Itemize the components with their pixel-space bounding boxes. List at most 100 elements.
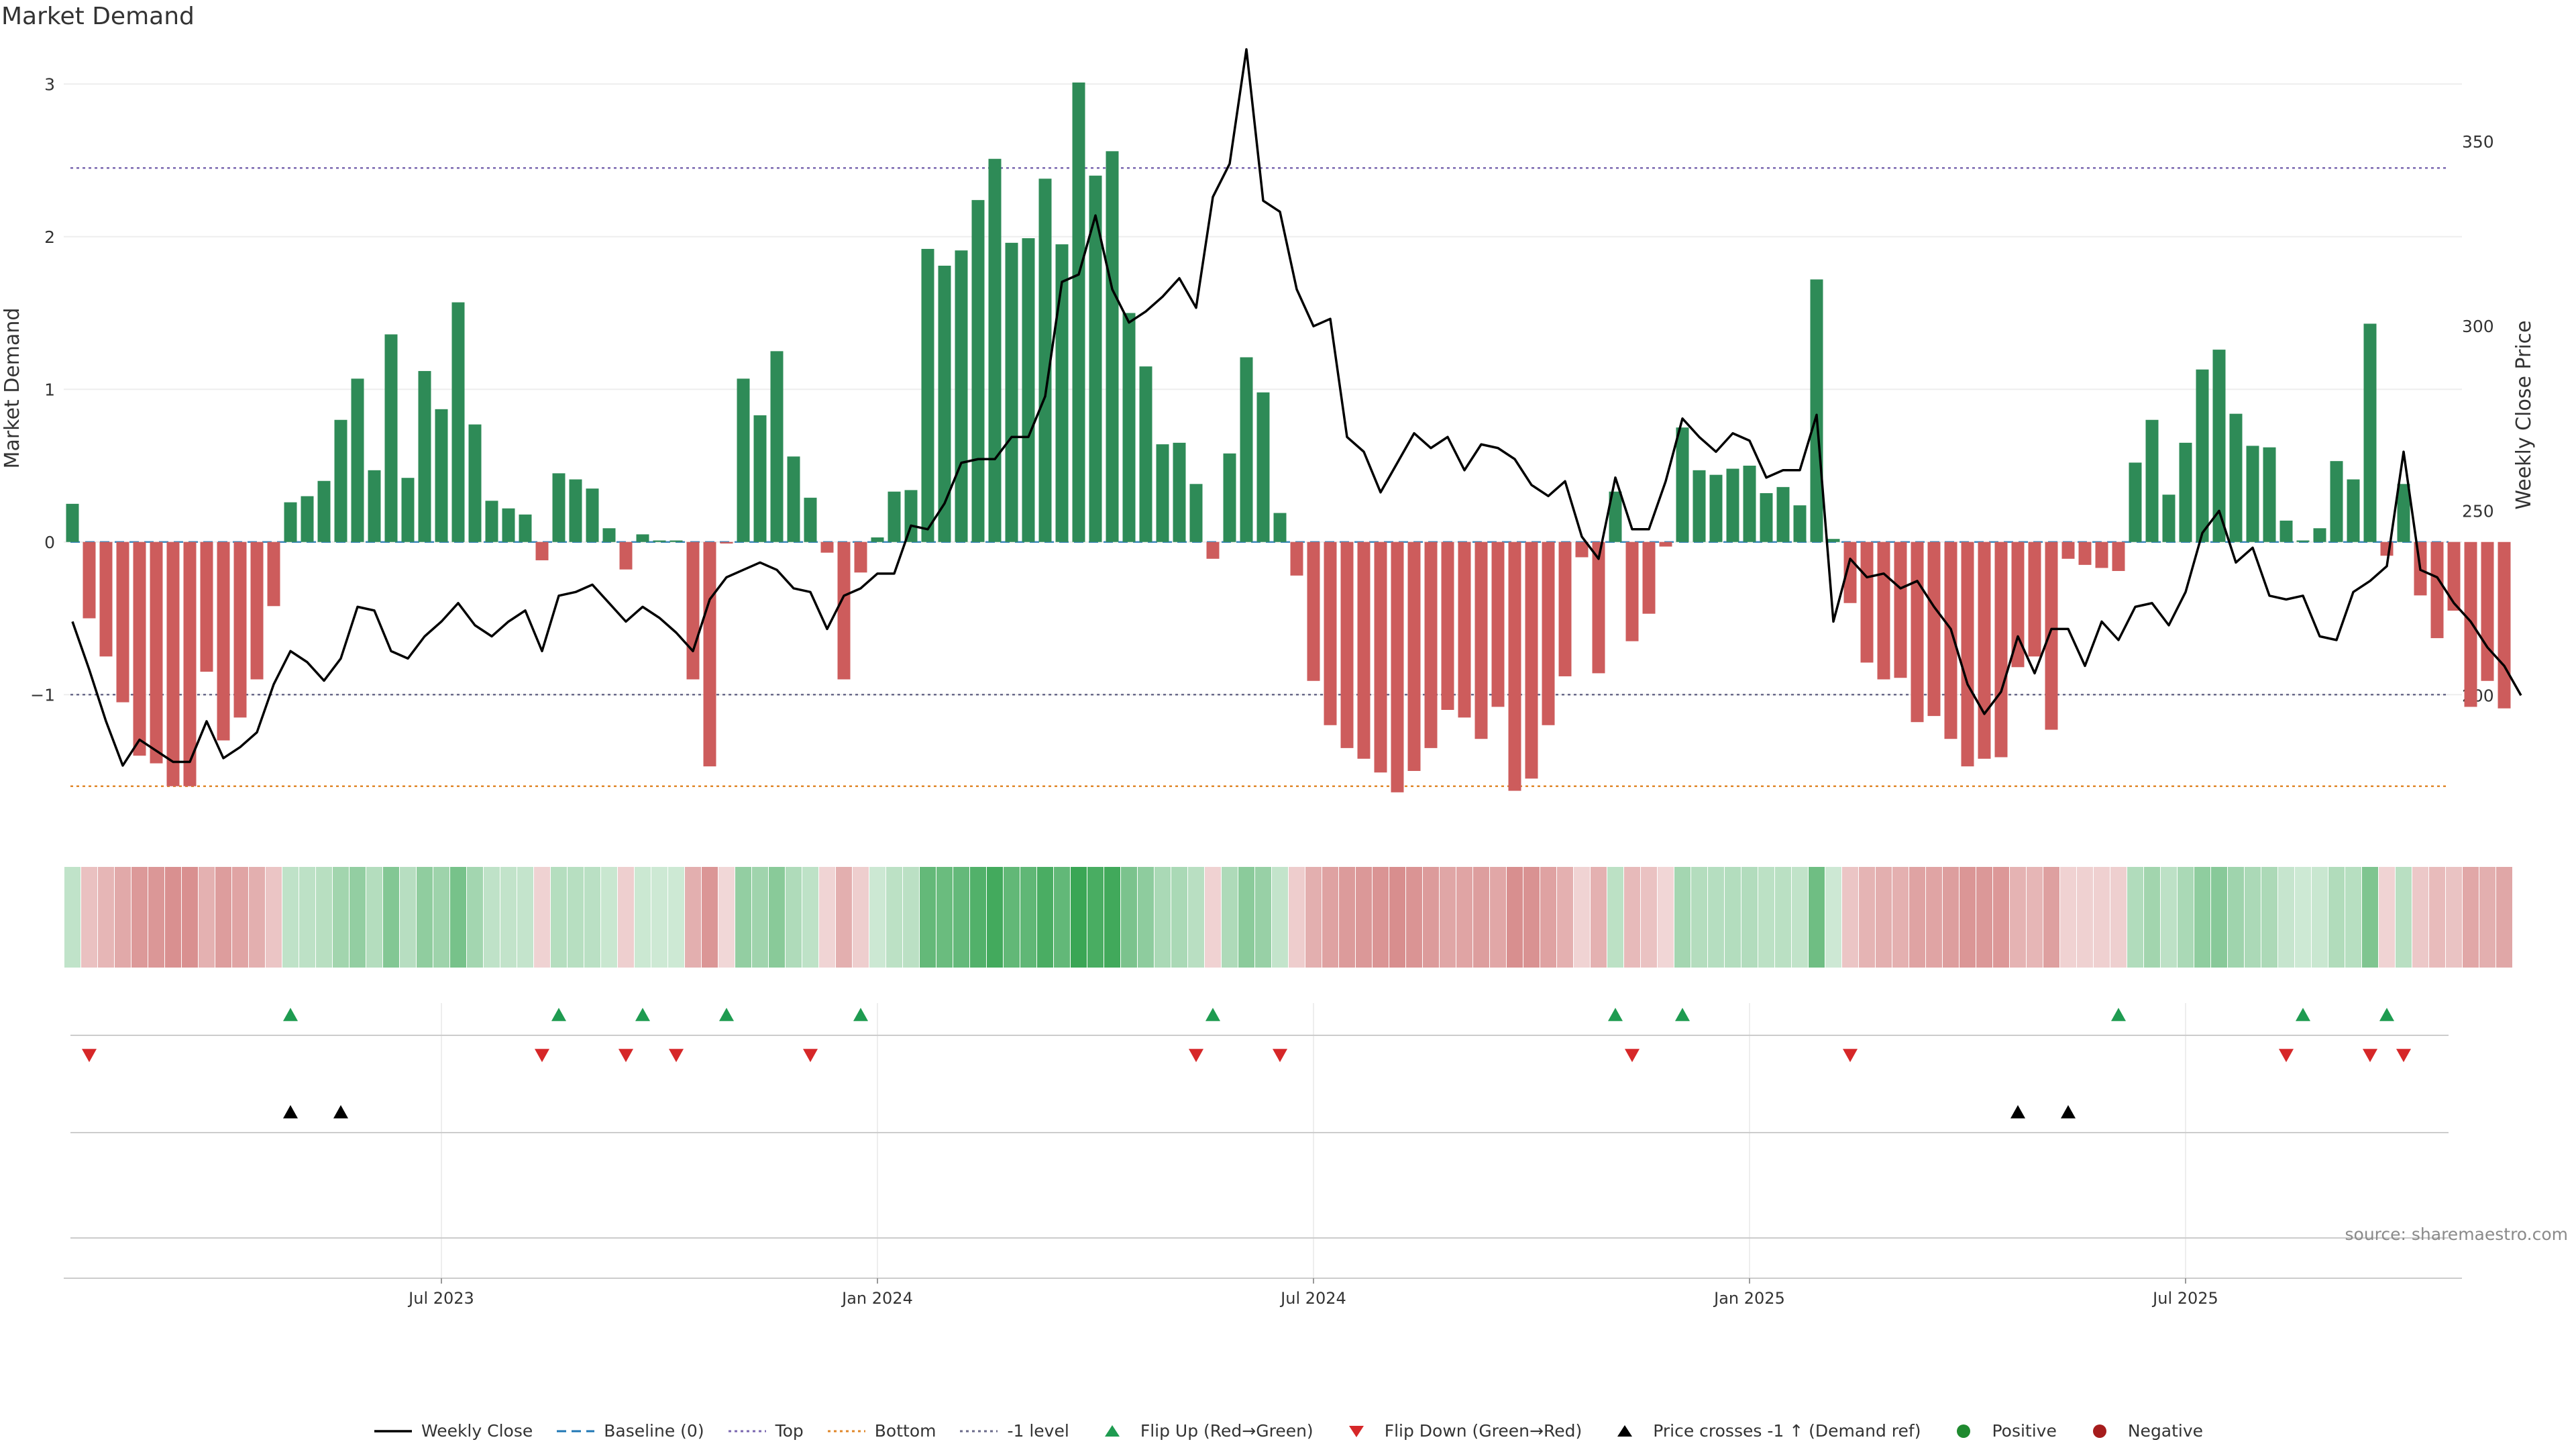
demand-bar [99, 541, 113, 657]
heat-strip-cell [433, 867, 449, 968]
chart-title: Market Demand [1, 3, 195, 30]
heat-strip-cell [1607, 867, 1623, 968]
demand-bar [1407, 541, 1421, 771]
heat-strip-cell [115, 867, 131, 968]
heat-strip-cell [651, 867, 667, 968]
heat-strip-cell [769, 867, 785, 968]
demand-bar [351, 378, 364, 542]
heat-strip-cell [2379, 867, 2395, 968]
demand-bar [1558, 541, 1572, 676]
demand-bar [1290, 541, 1303, 576]
demand-bar [1508, 541, 1521, 791]
demand-bar [1525, 541, 1538, 779]
flip-up-marker [1205, 1008, 1220, 1021]
heat-strip-cell [668, 867, 684, 968]
heat-strip-cell [534, 867, 550, 968]
legend-label: Flip Up (Red→Green) [1140, 1421, 1313, 1441]
flip-up-marker [853, 1008, 868, 1021]
heat-strip-cell [601, 867, 617, 968]
flip-down-marker [803, 1049, 818, 1062]
flip-down-marker [2363, 1049, 2377, 1062]
demand-bar [1357, 541, 1371, 759]
heat-strip-cell [1825, 867, 1841, 968]
heat-strip-cell [2429, 867, 2445, 968]
demand-bar [619, 541, 633, 570]
demand-bar [1391, 541, 1404, 792]
demand-bar [955, 250, 968, 542]
y-axis-title: Market Demand [1, 308, 24, 469]
demand-bar [2162, 495, 2176, 542]
demand-bar [133, 541, 146, 756]
demand-bar [938, 265, 951, 542]
y2-tick-label: 350 [2462, 132, 2494, 152]
heat-strip-cell [1792, 867, 1808, 968]
demand-bar [401, 478, 415, 542]
flip-down-marker [2279, 1049, 2294, 1062]
demand-bar [1474, 541, 1488, 739]
demand-bar [1491, 541, 1505, 707]
flip-down-marker [82, 1049, 97, 1062]
heat-strip-cell [1976, 867, 1992, 968]
heat-strip-cell [853, 867, 869, 968]
heat-strip-cell [1725, 867, 1741, 968]
demand-bar [2145, 419, 2159, 542]
legend-item-negative: Negative [2080, 1421, 2203, 1441]
heat-strip-cell [886, 867, 902, 968]
minus_one-legend-swatch [960, 1430, 998, 1432]
flip-up-marker [1608, 1008, 1623, 1021]
heat-strip-cell [1658, 867, 1674, 968]
demand-bar [636, 534, 649, 542]
demand-bar [2112, 541, 2125, 571]
heat-strip-cell [1238, 867, 1254, 968]
demand-bar [1575, 541, 1589, 558]
demand-bar [233, 541, 247, 718]
heat-strip-cell [1389, 867, 1405, 968]
demand-bar [2129, 462, 2142, 542]
heat-strip-cell [903, 867, 919, 968]
demand-bar [1793, 505, 1807, 542]
demand-bar [2330, 461, 2343, 542]
price-cross-marker [2010, 1105, 2025, 1119]
x-tick-label: Jul 2023 [407, 1289, 474, 1308]
heat-strip-cell [2295, 867, 2311, 968]
demand-bar [66, 503, 79, 542]
demand-bar [1424, 541, 1438, 748]
demand-bar [1944, 541, 1957, 739]
demand-bar [183, 541, 197, 786]
heat-strip-cell [366, 867, 382, 968]
top-legend-swatch [728, 1430, 766, 1432]
demand-bar [552, 473, 566, 542]
demand-bar [1642, 541, 1656, 614]
legend-label: -1 level [1007, 1421, 1069, 1441]
demand-bar [1760, 492, 1773, 542]
demand-bar [1894, 541, 1907, 678]
heat-strip-cell [2278, 867, 2294, 968]
flip-up-marker [2296, 1008, 2310, 1021]
heat-strip-cell [2396, 867, 2412, 968]
heat-strip-cell [987, 867, 1003, 968]
demand-bar [1726, 468, 1739, 542]
y-tick-label: 1 [44, 380, 55, 399]
demand-bar [1055, 244, 1069, 542]
demand-bar [250, 541, 264, 680]
heat-strip-cell [802, 867, 818, 968]
heat-strip-cell [953, 867, 969, 968]
legend-item-price-cross: Price crosses -1 ↑ (Demand ref) [1605, 1421, 1921, 1441]
x-tick-label: Jul 2025 [2151, 1289, 2218, 1308]
heat-strip-cell [1674, 867, 1690, 968]
heat-strip-cell [2194, 867, 2210, 968]
demand-bar [1994, 541, 2008, 758]
legend-item-positive: Positive [1943, 1421, 2057, 1441]
heat-strip-cell [920, 867, 936, 968]
heat-strip-cell [2161, 867, 2177, 968]
heat-strip-cell [199, 867, 215, 968]
demand-bar [384, 334, 398, 542]
demand-bar [2363, 323, 2377, 542]
demand-bar [267, 541, 280, 607]
demand-bar [535, 541, 549, 561]
heat-strip-cell [936, 867, 953, 968]
legend-item-minus-one: -1 level [959, 1421, 1069, 1441]
demand-bar [753, 415, 767, 542]
heat-strip-cell [2463, 867, 2479, 968]
demand-bar [1072, 82, 1085, 542]
